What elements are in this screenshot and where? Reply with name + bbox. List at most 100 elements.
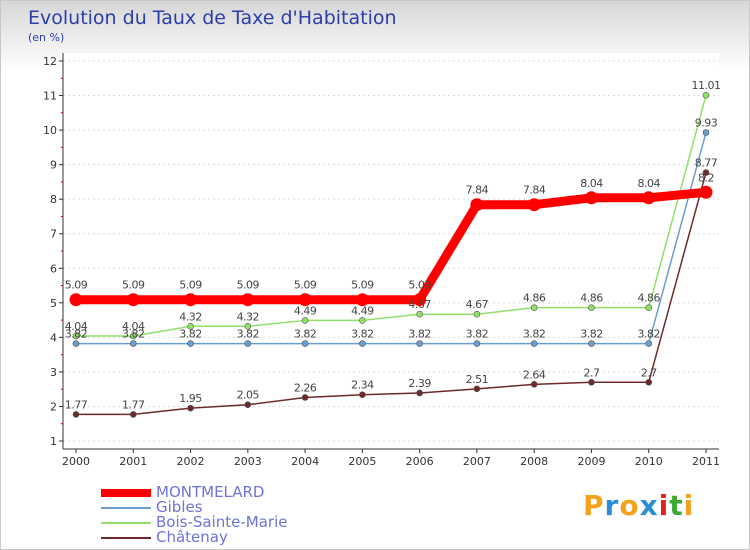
data-point: [470, 198, 484, 212]
x-tick-label: 2005: [348, 455, 376, 468]
data-point: [129, 411, 137, 418]
data-point: [355, 293, 369, 307]
data-label: 2.7: [641, 366, 657, 379]
data-label: 9.93: [695, 117, 718, 130]
data-label: 3.82: [523, 328, 546, 341]
data-label: 5.09: [294, 279, 317, 292]
data-label: 3.82: [580, 328, 603, 341]
data-label: 5.09: [65, 279, 88, 292]
data-point: [699, 185, 713, 199]
brand-logo: Proxiti: [583, 489, 694, 522]
data-label: 4.04: [122, 320, 145, 333]
x-tick-label: 2009: [577, 455, 605, 468]
data-point: [301, 317, 309, 324]
data-label: 4.32: [237, 310, 260, 323]
data-point: [473, 385, 481, 393]
data-label: 4.49: [294, 304, 317, 317]
data-label: 2.39: [408, 377, 431, 390]
data-point: [187, 323, 194, 330]
series-line-montmelard: [71, 187, 711, 305]
y-tick-label: 9: [50, 159, 57, 172]
data-point: [126, 293, 140, 307]
data-label: 8.04: [580, 177, 603, 190]
series-line-ch-tenay: [75, 171, 707, 416]
brand-letter: P: [583, 489, 605, 522]
data-label: 7.84: [523, 184, 546, 197]
x-tick-label: 2008: [520, 455, 548, 468]
data-point: [244, 340, 252, 347]
brand-letter: i: [683, 489, 695, 522]
data-label: 11.01: [692, 79, 721, 92]
data-label: 5.09: [351, 279, 374, 292]
data-label: 3.82: [408, 328, 431, 341]
data-point: [184, 293, 198, 307]
data-label: 3.82: [637, 328, 660, 341]
data-point: [702, 169, 710, 176]
data-point: [301, 340, 309, 347]
data-point: [530, 304, 538, 311]
data-point: [584, 191, 598, 205]
data-point: [359, 391, 366, 399]
data-point: [72, 411, 80, 418]
data-point: [702, 129, 710, 136]
data-point: [187, 340, 194, 347]
data-point: [298, 293, 312, 307]
data-label: 4.86: [637, 292, 660, 305]
data-label: 5.09: [179, 279, 202, 292]
series-line-gibles: [75, 131, 707, 345]
brand-letter: t: [669, 489, 684, 522]
data-point: [588, 304, 595, 311]
x-tick-label: 2003: [234, 455, 262, 468]
y-tick-label: 5: [50, 297, 57, 310]
data-label: 3.82: [122, 328, 145, 341]
data-point: [301, 394, 309, 401]
y-tick-label: 10: [43, 124, 57, 137]
data-label: 5.09: [237, 279, 260, 292]
data-label: 5.09: [122, 279, 145, 292]
data-label: 3.82: [466, 328, 489, 341]
data-point: [72, 332, 80, 340]
data-point: [129, 340, 137, 347]
data-label: 7.84: [466, 184, 489, 197]
data-label: 2.34: [351, 379, 374, 392]
data-label: 2.26: [294, 381, 317, 394]
x-tick-label: 2006: [406, 455, 434, 468]
data-label: 8.77: [695, 157, 718, 170]
data-label: 8.2: [698, 171, 714, 184]
data-label: 4.67: [466, 298, 489, 311]
data-label: 1.95: [179, 392, 202, 405]
legend-swatch: [101, 537, 151, 539]
data-label: 3.82: [179, 328, 202, 341]
plot-area: [63, 53, 719, 441]
x-tick-label: 2002: [177, 455, 205, 468]
brand-letter: r: [604, 489, 620, 522]
data-label: 4.04: [65, 320, 88, 333]
data-label: 4.32: [179, 310, 202, 323]
y-tick-label: 3: [50, 366, 57, 379]
legend-swatch: [101, 522, 151, 524]
chart-unit-label: (en %): [28, 31, 65, 44]
chart-title: Evolution du Taux de Taxe d'Habitation: [28, 7, 397, 29]
data-point: [645, 378, 653, 386]
data-point: [588, 378, 595, 386]
data-point: [588, 340, 595, 347]
data-point: [359, 317, 366, 324]
data-point: [244, 401, 252, 409]
data-label: 5.09: [408, 279, 431, 292]
data-label: 8.04: [637, 177, 660, 190]
data-label: 1.77: [122, 398, 145, 411]
data-label: 4.86: [523, 292, 546, 305]
y-tick-label: 1: [50, 435, 57, 448]
data-label: 3.82: [351, 328, 374, 341]
data-label: 2.64: [523, 368, 546, 381]
data-label: 4.86: [580, 292, 603, 305]
y-tick-label: 4: [50, 331, 57, 344]
brand-letter: i: [658, 489, 670, 522]
y-tick-label: 11: [43, 90, 57, 103]
data-point: [416, 310, 423, 318]
data-point: [244, 323, 252, 330]
brand-letter: x: [639, 489, 659, 522]
legend-label: Gibles: [156, 498, 203, 516]
